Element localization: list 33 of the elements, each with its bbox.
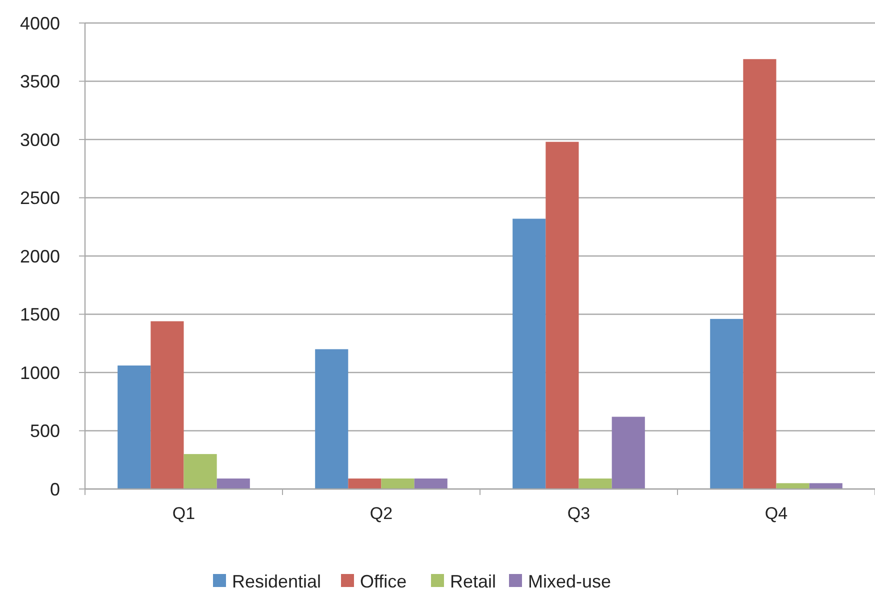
- bar: [612, 416, 645, 489]
- legend-label: Retail: [450, 571, 496, 590]
- x-tick-label: Q3: [567, 504, 590, 523]
- bar: [512, 218, 546, 489]
- bar: [150, 321, 184, 489]
- y-tick-label: 3500: [20, 72, 60, 92]
- bar: [216, 478, 250, 489]
- bar: [184, 454, 217, 489]
- bar: [546, 142, 579, 489]
- y-tick-label: 0: [50, 479, 60, 500]
- bar: [743, 59, 776, 489]
- legend-label: Office: [360, 571, 407, 590]
- bar: [348, 478, 382, 489]
- y-tick-label: 2000: [20, 246, 60, 266]
- bar: [414, 478, 448, 489]
- bar: [710, 318, 744, 489]
- y-tick-label: 1000: [20, 362, 60, 383]
- bar: [578, 478, 612, 489]
- y-tick-label: 2500: [20, 188, 60, 208]
- x-tick-label: Q1: [172, 504, 196, 523]
- legend-label: Residential: [232, 571, 322, 590]
- bar: [809, 483, 842, 489]
- legend-label: Mixed-use: [528, 571, 612, 590]
- x-tick-label: Q2: [370, 504, 393, 523]
- x-tick-label: Q4: [764, 504, 788, 523]
- y-tick-label: 1500: [20, 304, 60, 325]
- bar: [315, 349, 348, 489]
- bar: [381, 478, 414, 489]
- y-tick-label: 500: [30, 421, 60, 442]
- y-tick-label: 4000: [20, 13, 60, 34]
- bar: [776, 483, 810, 489]
- y-tick-label: 3000: [20, 130, 60, 150]
- bar: [118, 366, 151, 489]
